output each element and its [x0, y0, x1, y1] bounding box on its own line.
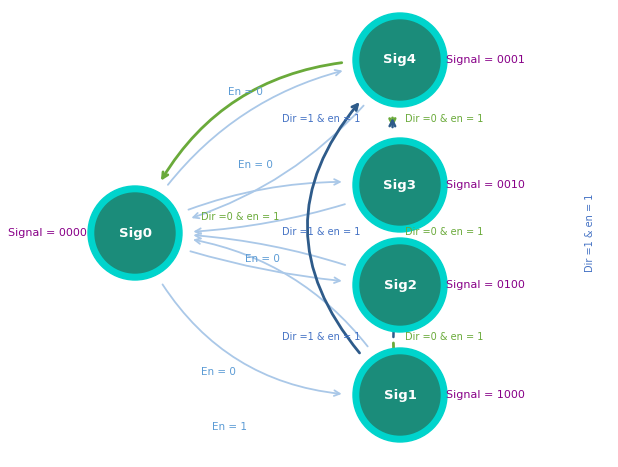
Text: Dir =0 & en = 1: Dir =0 & en = 1 [405, 332, 483, 342]
Text: Dir =0 & en = 1: Dir =0 & en = 1 [201, 212, 279, 222]
Text: Sig1: Sig1 [384, 389, 417, 402]
Circle shape [95, 193, 175, 273]
Text: En = 1: En = 1 [213, 422, 247, 432]
Text: Dir =1 & en = 1: Dir =1 & en = 1 [282, 227, 360, 237]
Text: Sig0: Sig0 [119, 226, 151, 240]
Text: En = 0: En = 0 [237, 160, 273, 170]
Text: Sig4: Sig4 [384, 54, 417, 66]
Text: En = 0: En = 0 [245, 254, 279, 264]
Text: En = 0: En = 0 [201, 367, 235, 377]
Text: Signal = 0100: Signal = 0100 [446, 280, 525, 290]
Text: Signal = 1000: Signal = 1000 [446, 390, 525, 400]
Circle shape [353, 13, 447, 107]
Text: Sig2: Sig2 [384, 278, 417, 291]
Text: Dir =1 & en = 1: Dir =1 & en = 1 [282, 332, 360, 342]
Text: Dir =0 & en = 1: Dir =0 & en = 1 [405, 114, 483, 125]
Text: Dir =1 & en = 1: Dir =1 & en = 1 [585, 194, 595, 272]
Circle shape [360, 145, 440, 225]
Circle shape [360, 20, 440, 100]
Text: Signal = 0010: Signal = 0010 [446, 180, 525, 190]
Text: Sig3: Sig3 [384, 178, 417, 191]
Text: Dir =0 & en = 1: Dir =0 & en = 1 [405, 227, 483, 237]
Circle shape [88, 186, 182, 280]
Text: Signal = 0000: Signal = 0000 [8, 228, 87, 238]
Text: Signal = 0001: Signal = 0001 [446, 55, 525, 65]
Circle shape [353, 238, 447, 332]
Circle shape [360, 245, 440, 325]
Circle shape [353, 348, 447, 442]
Circle shape [360, 355, 440, 435]
Text: En = 0: En = 0 [227, 87, 263, 97]
Circle shape [353, 138, 447, 232]
Text: Dir =1 & en = 1: Dir =1 & en = 1 [282, 114, 360, 125]
